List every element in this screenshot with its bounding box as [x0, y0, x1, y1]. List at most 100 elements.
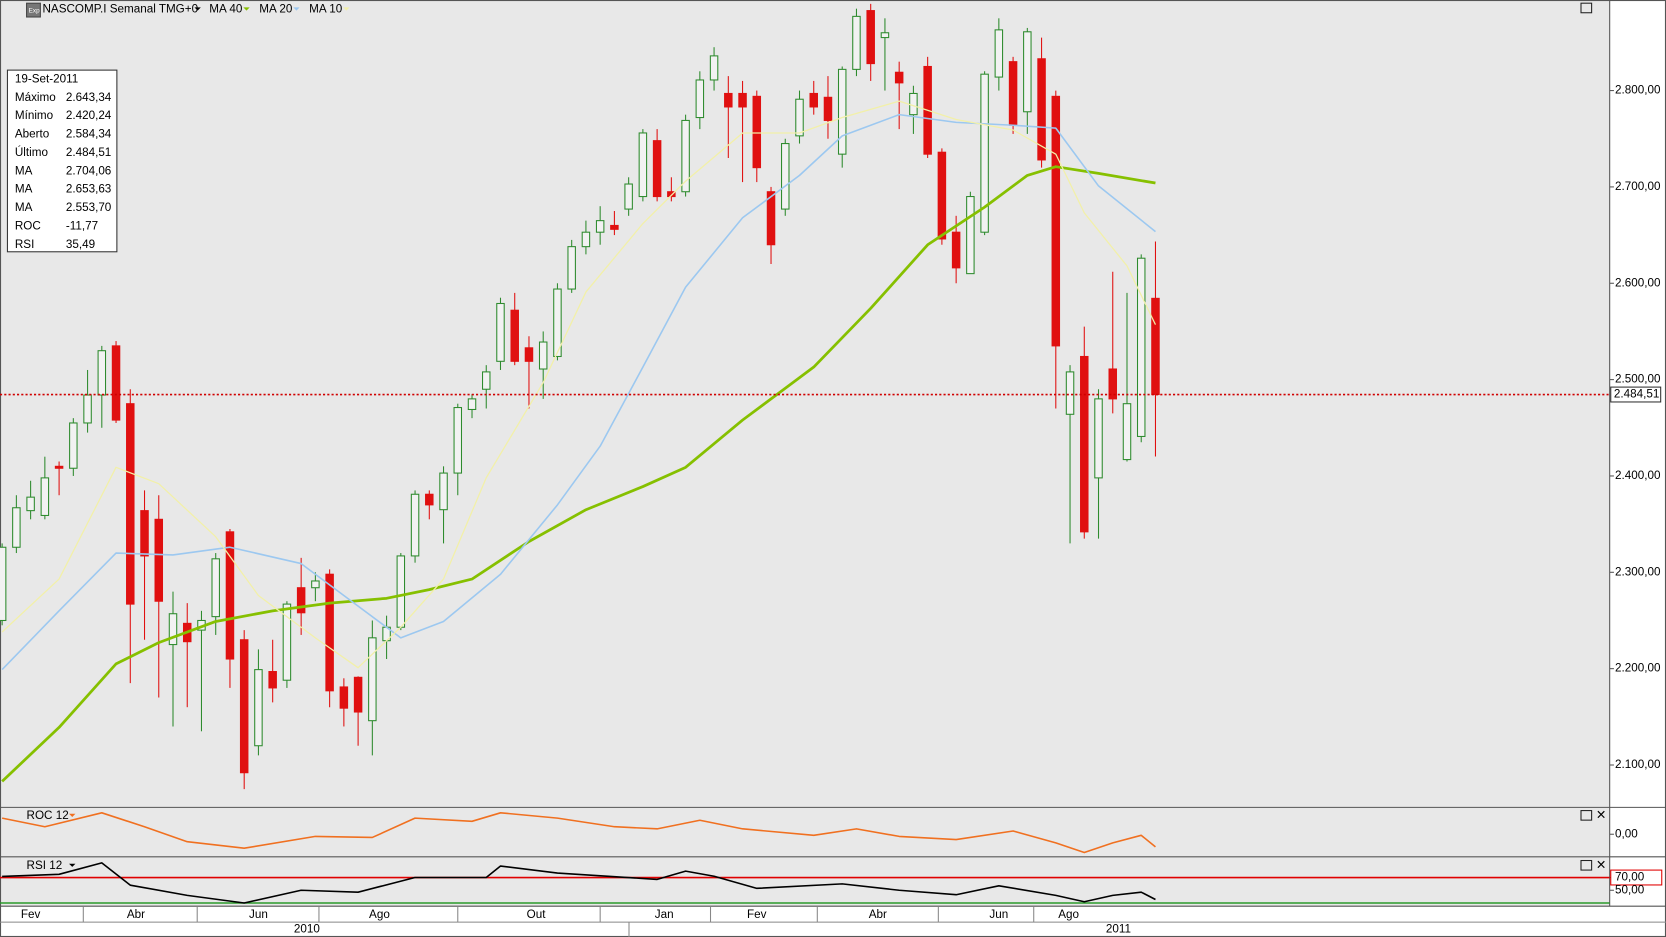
candle-body	[211, 558, 220, 618]
symbol-icon[interactable]	[26, 2, 41, 18]
candle-body	[681, 119, 690, 193]
candle-body	[994, 29, 1004, 78]
dropdown-arrow[interactable]	[243, 7, 250, 11]
candle-body	[538, 341, 548, 370]
roc-pane	[0, 807, 1610, 857]
maximize-button[interactable]	[1580, 2, 1593, 14]
x-tick-label: Jun	[989, 908, 1008, 921]
x-tick-label: Out	[527, 908, 547, 921]
info-value: 2.643,34	[66, 91, 112, 104]
x-tick-label: Abr	[127, 908, 145, 921]
candle-body	[795, 98, 804, 137]
candle-body	[1151, 297, 1160, 396]
candle-body	[40, 477, 50, 516]
y-tick-label: 0,00	[1615, 827, 1638, 840]
last-price-box	[1610, 386, 1662, 403]
candle-body	[83, 394, 92, 424]
candle-body	[766, 191, 776, 246]
indicator-line	[1, 812, 1156, 854]
x-tick-label: Ago	[1058, 908, 1079, 921]
year-label: 2011	[1106, 923, 1131, 936]
candle-body	[282, 603, 292, 681]
last-price-label: 2.484,51	[1614, 388, 1659, 401]
dropdown-arrow[interactable]	[69, 813, 76, 817]
y-tick-label: 2.400,00	[1615, 469, 1661, 482]
y-tick-label: 2.500,00	[1615, 373, 1661, 386]
legend-entry[interactable]: MA 20	[259, 3, 293, 16]
legend-entry[interactable]: MA 10	[309, 3, 343, 16]
y-tick-label: 2.700,00	[1615, 180, 1661, 193]
candle-body	[1023, 31, 1032, 113]
chart-title[interactable]: NASCOMP.I Semanal TMG+0	[43, 3, 199, 16]
candle-body	[268, 671, 277, 689]
y-tick-label: 2.600,00	[1615, 276, 1661, 289]
candle-body	[353, 676, 363, 713]
candle-body	[524, 347, 534, 362]
y-tick-label: 2.200,00	[1615, 662, 1661, 675]
candle-body	[937, 151, 947, 240]
dropdown-arrow[interactable]	[293, 7, 300, 11]
candle-body	[610, 224, 619, 230]
candle-body	[510, 309, 519, 362]
candle-body	[652, 140, 662, 198]
candle-body	[26, 496, 35, 512]
pane-title[interactable]: RSI 12	[27, 859, 63, 872]
dropdown-arrow[interactable]	[194, 7, 201, 11]
close-button[interactable]: ✕	[1596, 857, 1607, 872]
candle-body	[425, 493, 434, 506]
candle-body	[410, 493, 420, 557]
candle-body	[69, 422, 78, 469]
legend-entry[interactable]: MA 40	[209, 3, 243, 16]
pane-content	[0, 3, 1160, 790]
candle-body	[852, 15, 861, 70]
candle-body	[553, 288, 562, 358]
candle-body	[581, 231, 591, 248]
maximize-button[interactable]	[1580, 859, 1593, 871]
candle-body	[482, 371, 491, 390]
candle-body	[168, 613, 178, 646]
info-label: Último	[15, 146, 48, 159]
candle-body	[453, 407, 463, 474]
candle-body	[296, 587, 306, 614]
candle-body	[724, 92, 733, 108]
candle-body	[439, 472, 448, 511]
dropdown-arrow[interactable]	[69, 863, 76, 867]
y-tick-label: 70,00	[1615, 871, 1645, 884]
candle-body	[225, 531, 235, 660]
candle-body	[1108, 368, 1118, 400]
candle-body	[1122, 403, 1132, 461]
candle-body	[0, 546, 7, 622]
candle-body	[311, 580, 320, 589]
candle-body	[325, 573, 334, 692]
pane-title[interactable]: ROC 12	[27, 809, 69, 822]
pane-content	[1, 812, 1156, 854]
candle-body	[695, 79, 705, 119]
candle-body	[97, 350, 107, 396]
y-tick-label: 2.300,00	[1615, 565, 1661, 578]
maximize-button[interactable]	[1580, 810, 1593, 821]
year-label: 2010	[294, 923, 320, 936]
candle-body	[837, 68, 847, 155]
candle-body	[567, 246, 576, 290]
info-value: -11,77	[66, 219, 98, 232]
x-tick-label: Jun	[249, 908, 268, 921]
info-value: 2.653,63	[66, 183, 111, 196]
candle-body	[1065, 371, 1075, 415]
info-value: 2.484,51	[66, 146, 111, 159]
x-tick-label: Abr	[869, 908, 887, 921]
dropdown-arrow[interactable]	[343, 7, 350, 11]
x-tick-label: Fev	[21, 908, 41, 921]
info-label: MA	[15, 183, 33, 196]
info-value: 2.420,24	[66, 109, 112, 122]
close-button[interactable]: ✕	[1596, 807, 1607, 822]
candle-body	[339, 686, 349, 709]
toolbar: Exp ✕ ✕	[26, 2, 1607, 872]
info-label: ROC	[15, 219, 41, 232]
moving-average	[1, 100, 1157, 669]
candle-body	[467, 398, 477, 411]
x-tick-label: Ago	[369, 908, 390, 921]
candle-body	[54, 465, 64, 469]
info-date: 19-Set-2011	[15, 73, 78, 86]
